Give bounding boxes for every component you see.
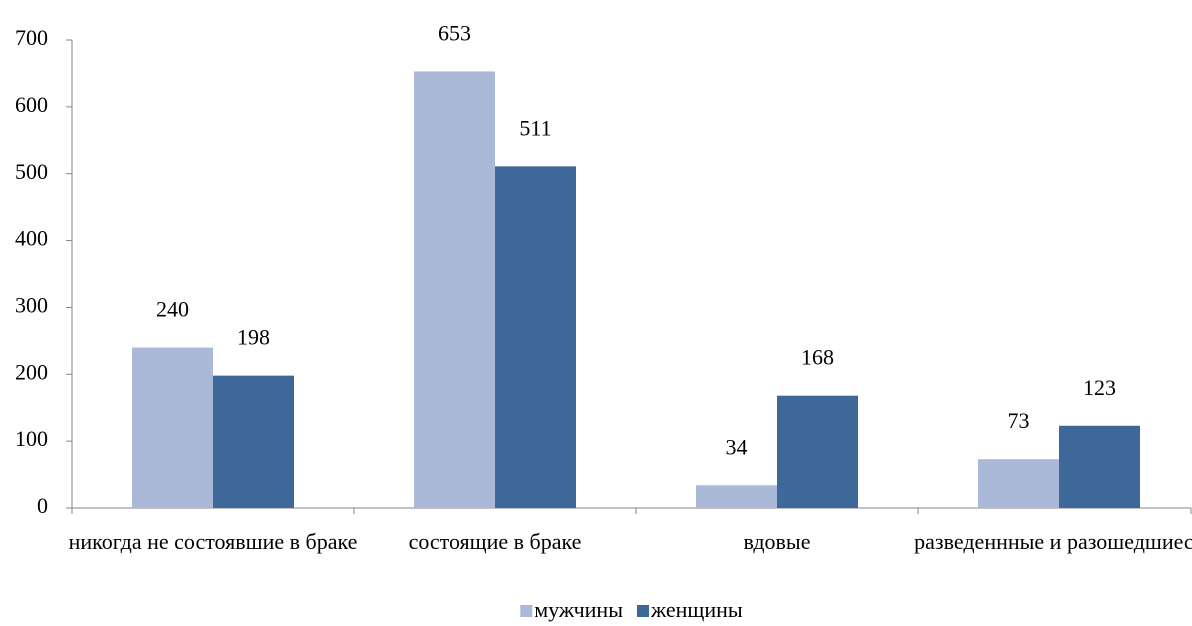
x-tick-label: разведеннные и разошедшиеся: [914, 529, 1192, 554]
y-tick-label: 700: [15, 25, 48, 50]
x-tick-label-line: никогда не состоявшие в браке: [69, 529, 358, 554]
legend-label: мужчины: [534, 597, 623, 622]
x-tick-label: вдовые: [744, 529, 811, 554]
y-tick-label: 200: [15, 359, 48, 384]
bar: [213, 375, 294, 508]
data-label: 653: [438, 20, 471, 45]
data-label: 168: [801, 345, 834, 370]
bar: [414, 71, 495, 509]
x-tick-label-line: состоящие в браке: [409, 529, 582, 554]
x-tick-label-line: вдовые: [744, 529, 811, 554]
data-label: 123: [1083, 375, 1116, 400]
data-label: 73: [1008, 408, 1030, 433]
bar: [132, 347, 213, 508]
legend-swatch: [520, 605, 533, 617]
data-label: 198: [237, 325, 270, 350]
y-tick-label: 300: [15, 292, 48, 317]
bar: [777, 395, 858, 508]
x-tick-label: никогда не состоявшие в браке: [69, 529, 358, 554]
bar: [1059, 425, 1140, 508]
y-tick-label: 400: [15, 226, 48, 251]
y-tick-label: 0: [37, 493, 48, 518]
bar: [978, 459, 1059, 508]
legend-swatch: [636, 605, 649, 617]
data-label: 511: [519, 115, 551, 140]
y-tick-label: 100: [15, 426, 48, 451]
data-label: 34: [726, 434, 748, 459]
legend: мужчины женщины: [520, 597, 743, 622]
x-tick-label-line: разведеннные и разошедшиеся: [914, 529, 1192, 554]
legend-label: женщины: [650, 597, 743, 622]
data-label: 240: [156, 297, 189, 322]
y-tick-label: 600: [15, 92, 48, 117]
bar: [696, 485, 777, 508]
y-tick-label: 500: [15, 159, 48, 184]
bar: [495, 166, 576, 509]
x-tick-label: состоящие в браке: [409, 529, 582, 554]
